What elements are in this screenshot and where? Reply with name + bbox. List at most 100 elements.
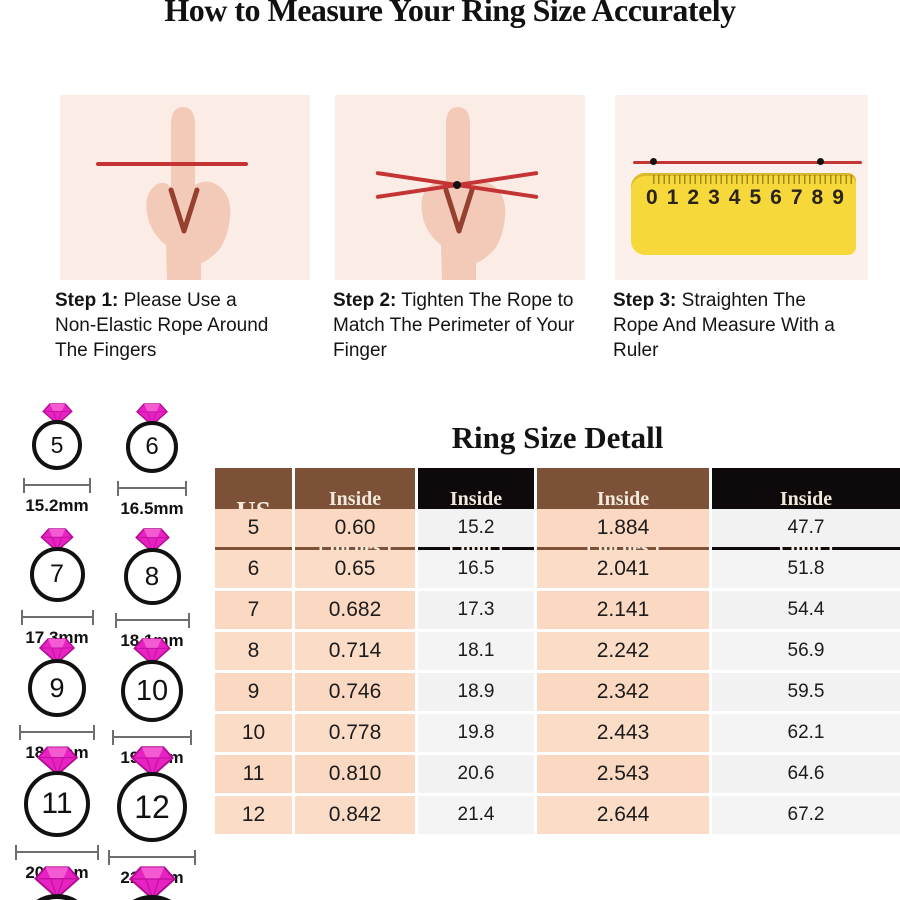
ruler-number: 2 [687,186,700,209]
ring-size-number: 9 [49,672,65,703]
rope-end-dot [817,158,824,165]
table-cell: 0.842 [295,796,415,834]
diameter-bracket [108,850,196,865]
diameter-bracket [112,730,192,745]
ring-size-item-partial [0,866,117,900]
ring-diamond-icon [130,746,174,777]
ring-circle: 7 [29,547,85,602]
rope-knot-dot [453,181,461,189]
ring-circle: 12 [117,772,187,842]
table-cell: 5 [215,509,292,547]
table-cell: 21.4 [418,796,534,834]
table-cell: 47.7 [712,509,900,547]
ring-size-number: 10 [135,674,169,707]
hand-pointing-icon [421,107,506,280]
hand-pointing-icon [146,107,231,280]
ruler-number: 4 [728,186,741,209]
ring-size-item: 8 18.1mm [92,528,212,651]
table-cell: 54.4 [712,591,900,629]
table-cell: 6 [215,550,292,588]
step3-caption: Step 3: Straighten The Rope And Measure … [613,288,848,363]
table-cell: 0.810 [295,755,415,793]
rope-start-dot [650,158,657,165]
page-title: How to Measure Your Ring Size Accurately [164,0,736,28]
ring-diameter-label: 15.2mm [25,496,89,515]
step3-text: Straighten The Rope And Measure With a R… [613,290,835,361]
ring-diameter-label: 16.5mm [120,499,184,518]
diameter-bracket [114,613,190,628]
table-cell: 51.8 [712,550,900,588]
ruler-tick-marks [653,175,852,184]
ruler-number: 5 [749,186,762,209]
ring-circle: 10 [121,660,183,722]
ring-diamond-icon [39,638,75,664]
ring-size-number: 6 [145,433,159,460]
table-cell: 56.9 [712,632,900,670]
ruler-number: 3 [708,186,720,209]
ruler-number: 7 [790,186,803,209]
table-cell: 0.65 [295,550,415,588]
table-cell: 8 [215,632,292,670]
ring-size-number: 11 [41,787,73,820]
ruler-number: 0 [646,186,658,209]
diameter-bracket [117,481,187,496]
step1-caption: Step 1: Please Use a Non-Elastic Rope Ar… [55,288,270,363]
table-cell: 15.2 [418,509,534,547]
ring-circle: 9 [28,659,86,717]
diameter-bracket [19,725,95,740]
ruler-number: 9 [832,186,844,209]
table-cell: 67.2 [712,796,900,834]
ring-size-item: 11 20.6mm [0,746,117,883]
ring-size-number: 12 [134,788,170,825]
table-cell: 11 [215,755,292,793]
table-cell: 64.6 [712,755,900,793]
section-title: Ring Size Detall [451,420,664,455]
table-cell: 0.778 [295,714,415,752]
table-cell: 0.682 [295,591,415,629]
ring-diameter-label: 17.3mm [25,628,89,647]
ring-size-number: 8 [144,561,160,591]
table-cell: 2.242 [537,632,709,670]
diameter-bracket [20,610,94,625]
table-cell: 7 [215,591,292,629]
step1-text: Please Use a Non-Elastic Rope Around The… [55,290,269,361]
table-cell: 9 [215,673,292,711]
ring-diamond-icon [40,528,74,552]
ring-diamond-icon [134,528,170,553]
table-cell: 2.443 [537,714,709,752]
rope-line [96,162,248,166]
table-cell: 2.141 [537,591,709,629]
size-table: US ( in ) Inside Diameter ( inches ) Ins… [215,468,900,834]
table-cell: 19.8 [418,714,534,752]
table-cell: 2.644 [537,796,709,834]
diameter-bracket [23,478,91,493]
step2-label: Step 2: [333,290,397,311]
table-cell: 2.041 [537,550,709,588]
ring-size-item: 6 16.5mm [92,403,212,519]
table-cell: 17.3 [418,591,534,629]
step1-label: Step 1: [55,290,119,311]
table-cell: 1.884 [537,509,709,547]
ring-size-number: 7 [50,560,64,588]
ring-circle: 6 [126,421,178,473]
step2-image-panel [335,95,585,280]
rope-line [633,161,862,164]
step2-caption: Step 2: Tighten The Rope to Match The Pe… [333,288,578,363]
ring-size-item: 7 17.3mm [0,528,117,648]
table-cell: 2.342 [537,673,709,711]
ring-circle: 11 [24,771,90,837]
table-cell: 20.6 [418,755,534,793]
step3-label: Step 3: [613,290,677,311]
ring-circle: 8 [123,548,181,605]
table-cell: 62.1 [712,714,900,752]
ruler-number: 1 [666,186,679,209]
table-cell: 16.5 [418,550,534,588]
ruler-number: 6 [770,186,782,209]
step1-image-panel [60,95,310,280]
ring-diamond-icon [34,866,80,899]
table-cell: 0.714 [295,632,415,670]
ring-diamond-icon [36,746,78,776]
